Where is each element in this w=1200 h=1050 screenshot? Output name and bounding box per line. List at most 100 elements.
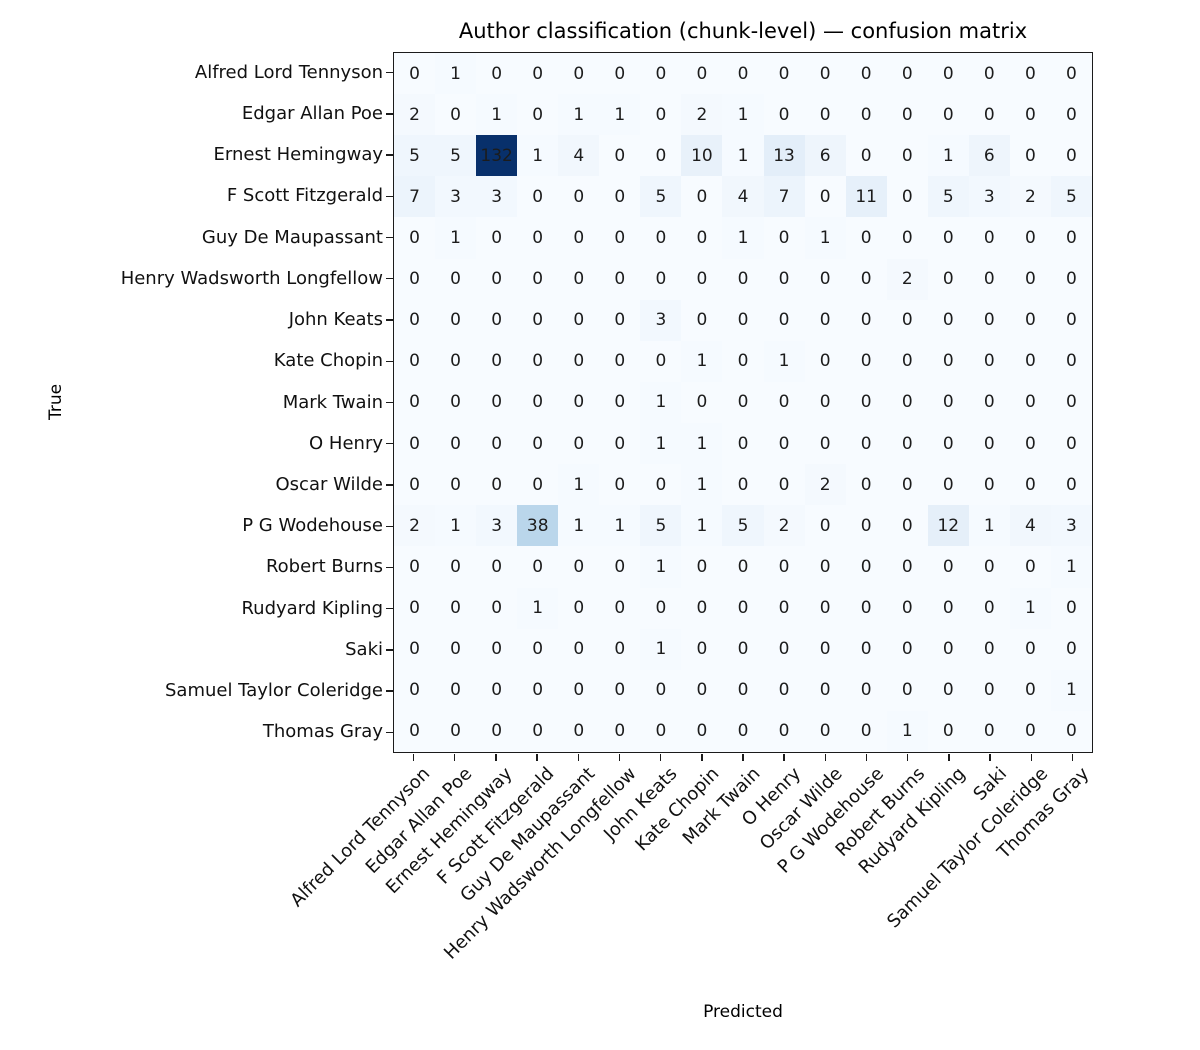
matrix-cell-15-0: 0 <box>394 669 436 711</box>
matrix-cell-13-3: 1 <box>517 587 559 629</box>
matrix-cell-12-5: 0 <box>599 546 641 588</box>
matrix-cell-16-4: 0 <box>558 710 600 752</box>
matrix-cell-0-1: 1 <box>435 53 477 95</box>
matrix-cell-14-2: 0 <box>476 628 518 670</box>
matrix-cell-3-10: 0 <box>804 176 846 218</box>
matrix-cell-0-12: 0 <box>886 53 928 95</box>
matrix-cell-4-6: 0 <box>640 217 682 259</box>
matrix-cell-3-13: 5 <box>927 176 969 218</box>
matrix-cell-3-7: 0 <box>681 176 723 218</box>
matrix-cell-10-6: 0 <box>640 464 682 506</box>
matrix-cell-0-9: 0 <box>763 53 805 95</box>
matrix-cell-3-11: 11 <box>845 176 887 218</box>
matrix-cell-4-7: 0 <box>681 217 723 259</box>
matrix-cell-9-8: 0 <box>722 423 764 465</box>
matrix-cell-2-16: 0 <box>1050 135 1092 177</box>
matrix-cell-6-8: 0 <box>722 299 764 341</box>
matrix-cell-15-3: 0 <box>517 669 559 711</box>
matrix-cell-13-1: 0 <box>435 587 477 629</box>
matrix-cell-15-2: 0 <box>476 669 518 711</box>
matrix-cell-5-7: 0 <box>681 258 723 300</box>
matrix-cell-6-1: 0 <box>435 299 477 341</box>
matrix-cell-2-2: 132 <box>476 135 518 177</box>
matrix-cell-4-3: 0 <box>517 217 559 259</box>
matrix-cell-11-2: 3 <box>476 505 518 547</box>
matrix-cell-2-3: 1 <box>517 135 559 177</box>
matrix-cell-0-10: 0 <box>804 53 846 95</box>
matrix-cell-0-6: 0 <box>640 53 682 95</box>
matrix-cell-11-9: 2 <box>763 505 805 547</box>
matrix-cell-4-13: 0 <box>927 217 969 259</box>
matrix-cell-9-15: 0 <box>1009 423 1051 465</box>
matrix-cell-16-10: 0 <box>804 710 846 752</box>
matrix-cell-0-15: 0 <box>1009 53 1051 95</box>
matrix-cell-9-14: 0 <box>968 423 1010 465</box>
x-tick-mark-3 <box>536 754 538 761</box>
matrix-cell-14-5: 0 <box>599 628 641 670</box>
x-tick-mark-0 <box>412 754 415 761</box>
matrix-cell-16-5: 0 <box>599 710 641 752</box>
matrix-cell-1-8: 1 <box>722 94 764 136</box>
y-tick-label-0: Alfred Lord Tennyson <box>194 61 383 83</box>
matrix-cell-8-2: 0 <box>476 381 518 424</box>
matrix-cell-5-11: 0 <box>845 258 887 300</box>
x-tick-mark-7 <box>701 754 703 761</box>
matrix-cell-5-14: 0 <box>968 258 1010 300</box>
y-tick-mark-13 <box>386 607 393 610</box>
matrix-cell-4-16: 0 <box>1050 217 1092 259</box>
y-tick-mark-16 <box>386 731 393 734</box>
matrix-cell-12-4: 0 <box>558 546 600 588</box>
matrix-cell-1-5: 1 <box>599 94 641 136</box>
matrix-cell-11-13: 12 <box>927 505 969 547</box>
matrix-cell-1-11: 0 <box>845 94 887 136</box>
x-tick-mark-11 <box>865 754 868 761</box>
matrix-cell-14-12: 0 <box>886 628 928 670</box>
matrix-cell-10-7: 1 <box>681 464 723 506</box>
matrix-cell-15-13: 0 <box>927 669 969 711</box>
matrix-cell-14-14: 0 <box>968 628 1010 670</box>
y-tick-label-7: Kate Chopin <box>273 350 383 372</box>
matrix-cell-14-4: 0 <box>558 628 600 670</box>
matrix-cell-5-10: 0 <box>804 258 846 300</box>
x-tick-mark-14 <box>989 754 991 761</box>
matrix-cell-13-16: 0 <box>1050 587 1092 629</box>
matrix-cell-7-2: 0 <box>476 340 518 382</box>
matrix-cell-14-1: 0 <box>435 628 477 670</box>
matrix-cell-8-13: 0 <box>927 381 969 424</box>
matrix-cell-6-7: 0 <box>681 299 723 341</box>
matrix-cell-14-11: 0 <box>845 628 887 670</box>
matrix-cell-13-13: 0 <box>927 587 969 629</box>
matrix-cell-7-3: 0 <box>517 340 559 382</box>
matrix-cell-12-2: 0 <box>476 546 518 588</box>
matrix-cell-2-6: 0 <box>640 135 682 177</box>
matrix-cell-16-11: 0 <box>845 710 887 752</box>
matrix-cell-16-0: 0 <box>394 710 436 752</box>
matrix-cell-2-10: 6 <box>804 135 846 177</box>
y-tick-label-4: Guy De Maupassant <box>201 226 383 248</box>
matrix-cell-6-3: 0 <box>517 299 559 341</box>
matrix-cell-10-16: 0 <box>1050 464 1092 506</box>
matrix-cell-0-3: 0 <box>517 53 559 95</box>
matrix-cell-3-6: 5 <box>640 176 682 218</box>
matrix-cell-5-6: 0 <box>640 258 682 300</box>
y-tick-label-15: Samuel Taylor Coleridge <box>164 680 383 702</box>
matrix-cell-13-6: 0 <box>640 587 682 629</box>
y-tick-mark-15 <box>386 690 393 692</box>
matrix-cell-7-11: 0 <box>845 340 887 382</box>
matrix-cell-8-15: 0 <box>1009 381 1051 424</box>
matrix-cell-15-7: 0 <box>681 669 723 711</box>
matrix-cell-1-12: 0 <box>886 94 928 136</box>
matrix-cell-9-13: 0 <box>927 423 969 465</box>
matrix-cell-16-7: 0 <box>681 710 723 752</box>
matrix-cell-10-3: 0 <box>517 464 559 506</box>
matrix-cell-9-11: 0 <box>845 423 887 465</box>
matrix-cell-9-7: 1 <box>681 423 723 465</box>
matrix-cell-0-16: 0 <box>1050 53 1092 95</box>
matrix-cell-11-3: 38 <box>517 505 559 547</box>
matrix-cell-15-9: 0 <box>763 669 805 711</box>
matrix-cell-8-8: 0 <box>722 381 764 424</box>
matrix-cell-10-4: 1 <box>558 464 600 506</box>
x-tick-mark-6 <box>659 754 662 761</box>
matrix-cell-13-10: 0 <box>804 587 846 629</box>
matrix-cell-10-11: 0 <box>845 464 887 506</box>
